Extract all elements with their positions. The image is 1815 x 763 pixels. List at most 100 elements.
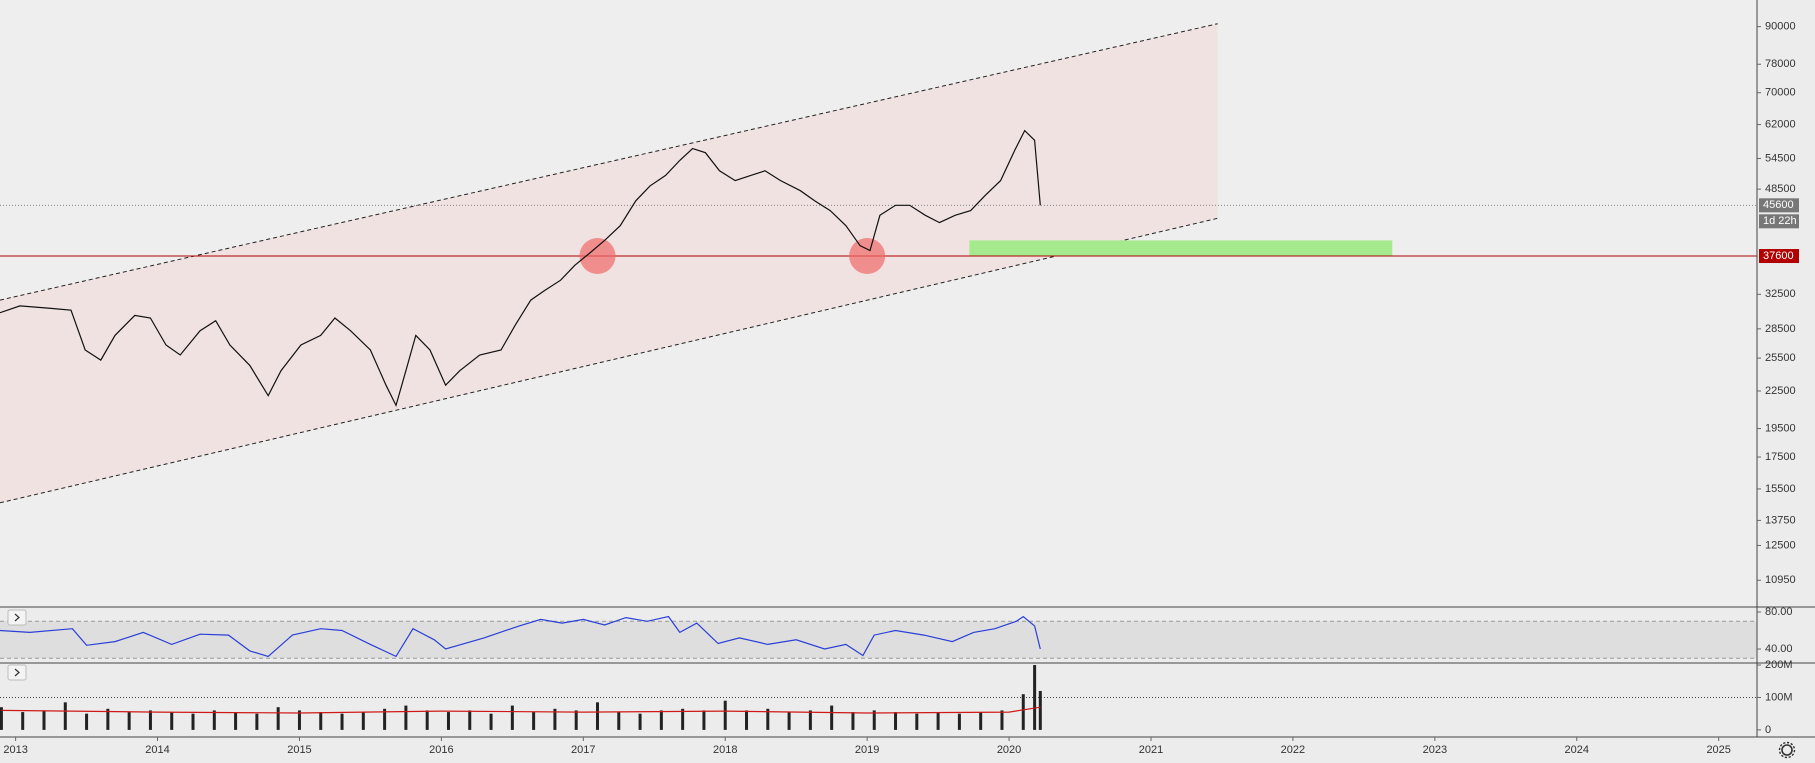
y-tick-label: 40.00	[1765, 643, 1793, 655]
price-line	[0, 129, 1041, 408]
y-tick-label: 100M	[1765, 691, 1793, 703]
channel-line	[0, 23, 1218, 301]
volume-bar	[340, 713, 344, 730]
volume-bar	[745, 710, 749, 730]
y-tick-label: 28500	[1765, 323, 1796, 335]
countdown-label: 1d 22h	[1763, 215, 1797, 227]
x-tick-label: 2015	[287, 744, 311, 756]
volume-bar	[127, 712, 131, 730]
y-tick-label: 54500	[1765, 152, 1796, 164]
y-tick-label: 10950	[1765, 574, 1796, 586]
volume-bar	[21, 712, 25, 730]
touch-marker	[849, 238, 886, 275]
countdown-badge	[1759, 214, 1799, 229]
volume-ma	[1, 706, 1041, 714]
price-badge-label: 45600	[1763, 199, 1794, 211]
volume-bar	[319, 712, 323, 730]
price-badge	[1759, 198, 1799, 213]
settings-gear[interactable]	[1778, 741, 1796, 759]
volume-bar	[106, 708, 110, 730]
volume-bar	[1000, 710, 1004, 730]
volume-bar	[489, 713, 493, 730]
price-badge	[1759, 249, 1799, 264]
x-tick-label: 2021	[1139, 744, 1163, 756]
volume-bar	[894, 712, 898, 730]
y-tick-label: 22500	[1765, 385, 1796, 397]
volume-bar	[425, 710, 429, 730]
volume-bar	[957, 713, 961, 730]
y-tick-label: 48500	[1765, 183, 1796, 195]
volume-bar	[766, 708, 770, 730]
volume-bar	[936, 712, 940, 730]
volume-bar	[851, 712, 855, 730]
collapse-button[interactable]	[7, 609, 27, 626]
price-badge-label: 37600	[1763, 250, 1794, 262]
volume-bar	[1021, 694, 1025, 730]
y-tick-label: 17500	[1765, 451, 1796, 463]
volume-bar	[85, 713, 89, 730]
volume-bar	[808, 710, 812, 730]
y-tick-label: 78000	[1765, 58, 1796, 70]
volume-bar	[255, 713, 259, 730]
volume-bar	[404, 705, 408, 730]
volume-bar	[532, 712, 536, 730]
volume-bar	[468, 710, 472, 730]
x-tick-label: 2022	[1281, 744, 1305, 756]
volume-bar	[383, 708, 387, 730]
x-tick-label: 2014	[145, 744, 169, 756]
y-tick-label: 32500	[1765, 288, 1796, 300]
x-tick-label: 2016	[429, 744, 453, 756]
channel-line	[0, 217, 1218, 504]
touch-marker	[579, 238, 616, 275]
x-tick-label: 2023	[1423, 744, 1447, 756]
collapse-button[interactable]	[7, 664, 27, 681]
y-tick-label: 12500	[1765, 539, 1796, 551]
volume-bar	[446, 712, 450, 730]
volume-bar	[234, 712, 238, 730]
y-tick-label: 13750	[1765, 514, 1796, 526]
volume-bar	[297, 710, 301, 730]
y-tick-label: 15500	[1765, 483, 1796, 495]
volume-bar	[1033, 665, 1037, 730]
x-tick-label: 2019	[855, 744, 879, 756]
volume-bar	[574, 710, 578, 730]
volume-bar	[681, 708, 685, 730]
volume-bar	[872, 710, 876, 730]
volume-bar	[638, 713, 642, 730]
volume-bar	[723, 700, 727, 730]
volume-bar	[212, 710, 216, 730]
volume-bar	[42, 710, 46, 730]
volume-bar	[553, 708, 557, 730]
y-tick-label: 62000	[1765, 118, 1796, 130]
volume-bar	[979, 712, 983, 730]
price-line	[0, 615, 1041, 658]
support-zone	[969, 240, 1393, 257]
volume-bar	[617, 712, 621, 730]
volume-bar	[191, 713, 195, 730]
rsi-band	[0, 621, 1757, 659]
volume-bar	[1038, 690, 1042, 730]
volume-bar	[787, 712, 791, 730]
y-tick-label: 200M	[1765, 659, 1793, 671]
volume-bar	[915, 713, 919, 730]
y-tick-label: 90000	[1765, 21, 1796, 33]
volume-bar	[659, 710, 663, 730]
volume-bar	[148, 710, 152, 730]
x-tick-label: 2020	[997, 744, 1021, 756]
y-tick-label: 80.00	[1765, 606, 1793, 618]
volume-bar	[830, 705, 834, 730]
y-tick-label: 25500	[1765, 352, 1796, 364]
volume-bar	[63, 702, 67, 730]
x-tick-label: 2017	[571, 744, 595, 756]
y-tick-label: 70000	[1765, 87, 1796, 99]
y-tick-label: 19500	[1765, 422, 1796, 434]
x-tick-label: 2013	[3, 744, 27, 756]
volume-bar	[510, 705, 514, 730]
x-tick-label: 2018	[713, 744, 737, 756]
x-tick-label: 2024	[1565, 744, 1589, 756]
x-tick-label: 2025	[1706, 744, 1730, 756]
volume-bar	[0, 707, 3, 730]
volume-bar	[595, 702, 599, 730]
volume-bar	[170, 712, 174, 730]
